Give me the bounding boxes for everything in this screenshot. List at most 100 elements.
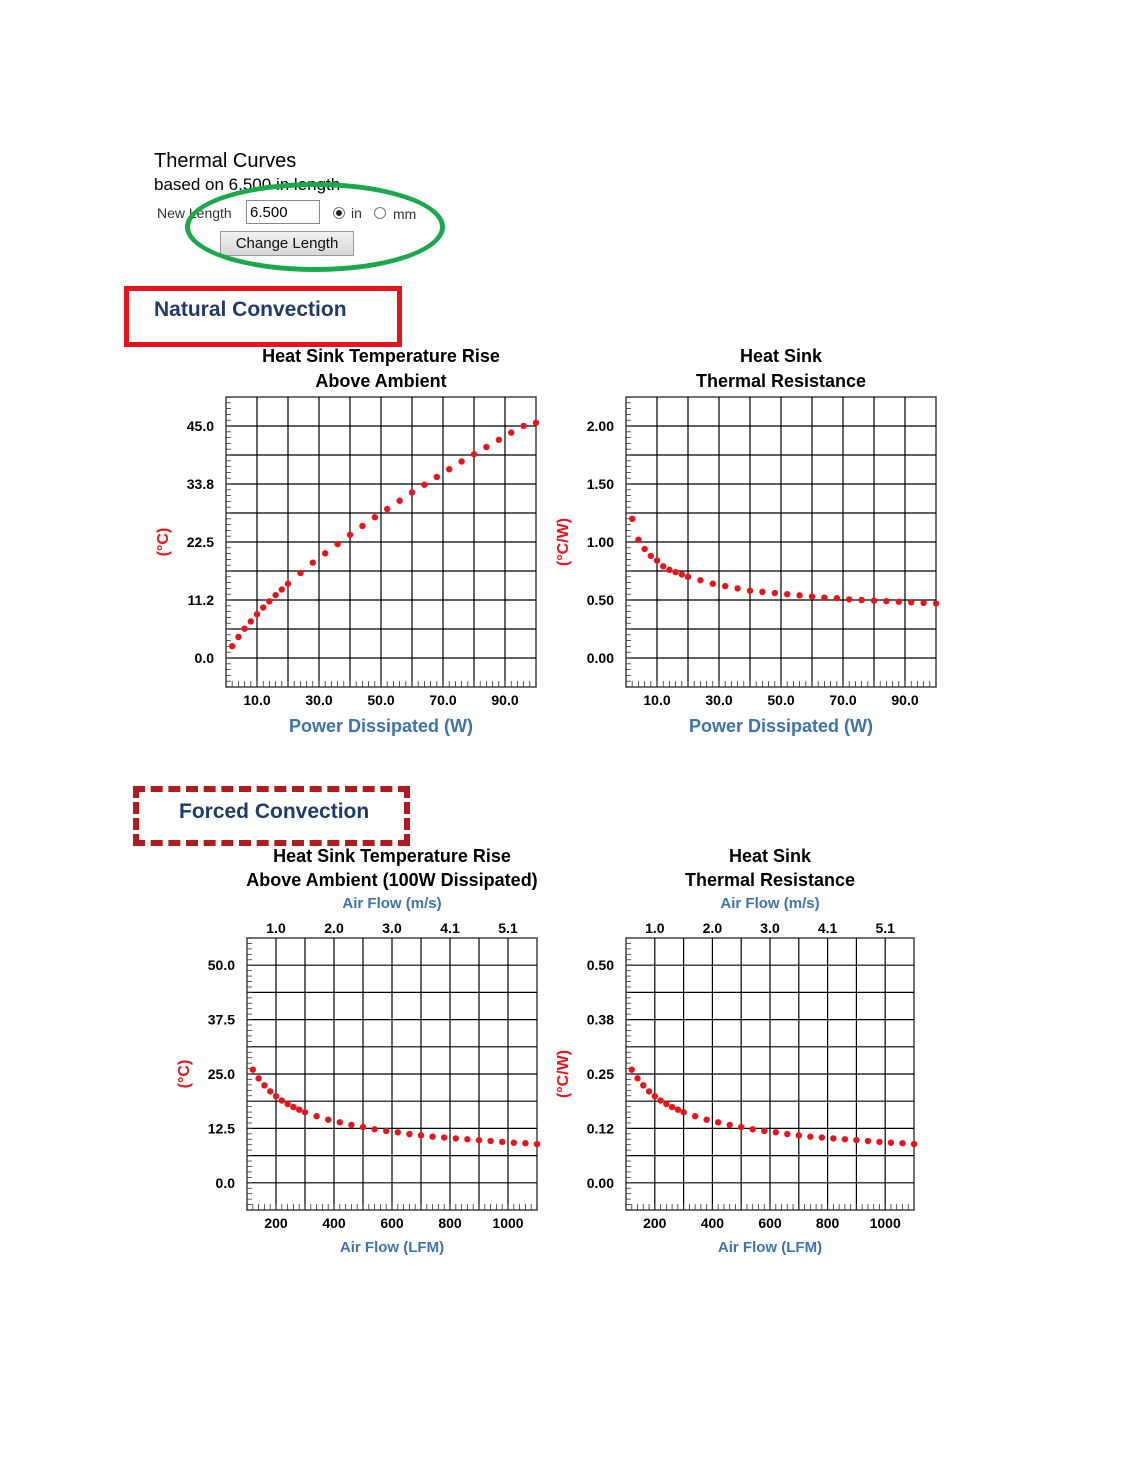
y-tick-label: 0.00	[587, 650, 614, 666]
y-tick-label: 0.25	[587, 1066, 614, 1082]
data-point	[853, 1136, 860, 1144]
y-tick-label: 22.5	[187, 534, 214, 550]
top-tick-label: 4.1	[440, 920, 460, 936]
data-point	[272, 591, 279, 599]
data-point	[759, 588, 766, 596]
y-tick-label: 33.8	[187, 476, 214, 492]
data-point	[394, 1129, 401, 1136]
top-axis-label: Air Flow (m/s)	[720, 895, 819, 912]
data-point	[772, 1129, 779, 1136]
top-tick-label: 5.1	[875, 920, 895, 936]
data-point	[359, 1123, 367, 1131]
new-length-label: New Length	[157, 205, 232, 221]
data-point	[818, 1134, 826, 1141]
top-tick-label: 2.0	[703, 920, 723, 936]
x-axis-label: Air Flow (LFM)	[340, 1239, 444, 1256]
top-tick-label: 3.0	[382, 920, 402, 936]
data-point	[908, 599, 915, 606]
chart-title-line: Above Ambient (100W Dissipated)	[246, 870, 537, 890]
data-point	[895, 598, 902, 605]
data-point	[458, 458, 465, 465]
data-point	[470, 451, 478, 458]
y-tick-label: 12.5	[208, 1120, 235, 1136]
data-point	[846, 596, 853, 603]
data-point	[734, 585, 741, 592]
data-point	[808, 593, 816, 600]
data-point	[796, 592, 803, 599]
data-point	[761, 1127, 768, 1135]
data-point	[668, 1103, 676, 1111]
y-tick-label: 37.5	[208, 1012, 235, 1028]
data-point	[533, 1140, 541, 1148]
chart-title-line: Heat Sink Temperature Rise	[273, 846, 511, 866]
data-point	[322, 550, 329, 557]
top-tick-label: 1.0	[266, 920, 286, 936]
data-point	[691, 1113, 699, 1120]
y-tick-label: 0.38	[587, 1012, 614, 1028]
data-point	[722, 582, 729, 590]
data-point	[628, 1066, 635, 1073]
y-tick-label: 25.0	[208, 1066, 235, 1082]
x-tick-label: 90.0	[891, 692, 918, 708]
natural-convection-heading[interactable]: Natural Convection	[154, 298, 347, 321]
data-point	[910, 1140, 918, 1148]
top-tick-label: 5.1	[498, 920, 518, 936]
data-point	[348, 1121, 355, 1129]
data-point	[301, 1109, 309, 1116]
unit-in-radio[interactable]	[333, 207, 345, 219]
data-point	[932, 600, 940, 607]
data-point	[421, 481, 428, 488]
data-point	[267, 1088, 274, 1095]
data-point	[795, 1132, 802, 1139]
y-tick-label: 0.0	[195, 650, 215, 666]
chart-title-line: Thermal Resistance	[685, 870, 855, 890]
y-tick-label: 11.2	[188, 592, 215, 608]
data-point	[653, 557, 661, 564]
page-title: Thermal Curves	[154, 150, 297, 172]
data-point	[384, 505, 391, 513]
natural-temperature-rise-chart: Heat Sink Temperature Rise Above Ambient 0…	[155, 346, 540, 736]
data-point	[464, 1136, 471, 1143]
data-point	[697, 577, 704, 584]
y-axis-label: (°C)	[176, 1060, 193, 1089]
x-tick-label: 200	[643, 1215, 667, 1231]
forced-convection-heading[interactable]: Forced Convection	[179, 800, 370, 823]
data-point	[870, 597, 878, 604]
length-subtitle: based on 6.500 in length	[154, 175, 341, 194]
y-axis-label: (°C/W)	[555, 1050, 572, 1098]
data-point	[841, 1136, 849, 1143]
data-point	[371, 1126, 378, 1133]
data-point	[446, 466, 453, 473]
x-tick-label: 10.0	[243, 692, 270, 708]
data-point	[672, 568, 679, 576]
data-point	[241, 625, 248, 632]
data-point	[249, 1066, 256, 1073]
data-point	[651, 1092, 658, 1100]
data-point	[520, 422, 527, 430]
forced-temperature-rise-chart: Heat Sink Temperature Rise Above Ambient …	[176, 846, 541, 1256]
unit-mm-radio[interactable]	[374, 207, 386, 219]
data-point	[784, 591, 791, 598]
top-tick-label: 4.1	[818, 920, 838, 936]
new-length-input[interactable]	[246, 200, 320, 224]
data-point	[749, 1126, 756, 1133]
data-point	[229, 643, 236, 650]
y-tick-label: 1.50	[587, 476, 614, 492]
data-point	[429, 1133, 436, 1140]
data-point	[452, 1135, 459, 1142]
data-point	[260, 604, 267, 611]
data-point	[371, 514, 378, 521]
data-point	[858, 596, 865, 604]
data-point	[313, 1113, 320, 1120]
data-point	[746, 587, 754, 594]
data-point	[255, 1075, 262, 1082]
data-point	[475, 1136, 483, 1144]
x-tick-label: 600	[758, 1215, 782, 1231]
data-point	[634, 1075, 641, 1082]
change-length-button[interactable]: Change Length	[220, 231, 354, 256]
chart-title-line: Thermal Resistance	[696, 371, 866, 391]
forced-thermal-resistance-chart: Heat Sink Thermal Resistance Air Flow (m/s…	[555, 846, 918, 1256]
y-tick-label: 50.0	[208, 957, 235, 973]
data-point	[830, 1135, 837, 1142]
data-point	[920, 599, 927, 607]
